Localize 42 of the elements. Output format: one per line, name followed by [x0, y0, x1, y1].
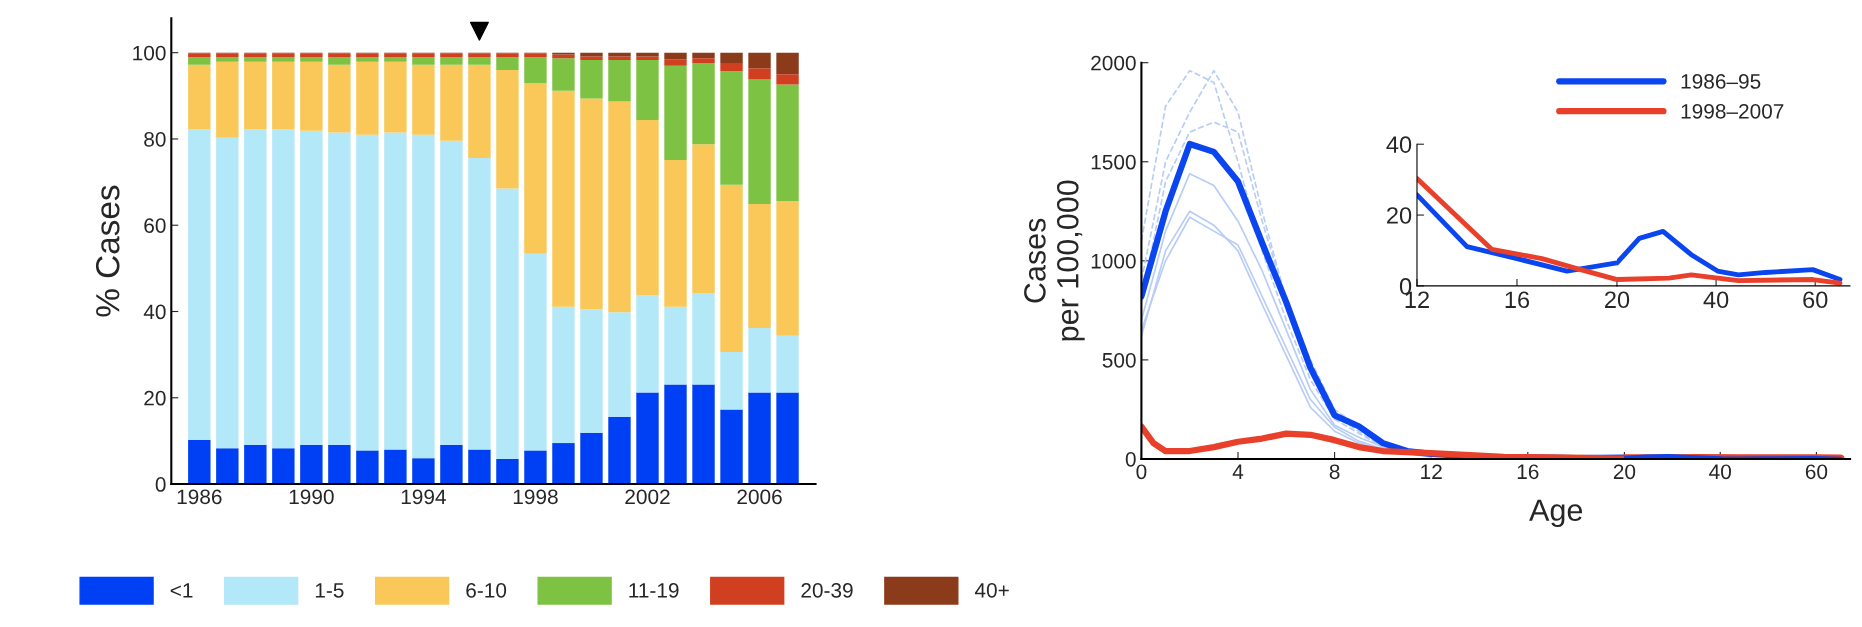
x-tick-label: 40	[1703, 291, 1729, 309]
y-tick-label: 40	[1386, 136, 1412, 153]
legend-label: <1	[170, 583, 193, 598]
text: 1986–95	[1681, 74, 1761, 89]
y-tick-label: 2000	[1091, 55, 1136, 71]
x-tick-label: 1990	[289, 489, 334, 505]
legend-label: 40+	[974, 582, 1009, 598]
y-axis-title: Cases per 100,000	[1024, 180, 1085, 341]
text: 1998–2007	[1681, 103, 1784, 119]
y-tick-label: 60	[144, 218, 166, 233]
x-tick-label: 20	[1605, 291, 1630, 309]
legend-label: 1-5	[315, 583, 344, 598]
y-tick-label: 1000	[1091, 253, 1136, 269]
y-tick-label: 0	[155, 477, 166, 492]
legend-label: 11-19	[629, 582, 679, 598]
x-tick-label: 12	[1421, 464, 1442, 479]
x-tick-label: 2002	[625, 489, 670, 505]
y-tick-label: 100	[133, 45, 166, 61]
legend-label: 20-39	[801, 582, 853, 598]
y-tick-label: 1500	[1091, 154, 1136, 170]
y-tick-label: 20	[144, 390, 166, 406]
y-tick-label: 0	[1125, 451, 1136, 467]
y-axis-title: % Cases	[95, 185, 120, 317]
x-axis-title: Age	[1529, 499, 1583, 528]
x-tick-label: 2006	[737, 489, 782, 505]
y-tick-label: 40	[143, 304, 166, 320]
x-tick-label: 4	[1232, 464, 1244, 479]
y-tick-label: 20	[1387, 207, 1412, 224]
x-tick-label: 60	[1803, 291, 1828, 309]
legend-label: 6-10	[466, 582, 507, 598]
x-tick-label: 16	[1517, 464, 1539, 480]
x-tick-label: 1986	[177, 489, 222, 505]
y-tick-label: 500	[1102, 352, 1136, 368]
x-tick-label: 8	[1329, 464, 1340, 480]
x-tick-label: 60	[1805, 464, 1828, 480]
x-tick-label: 1998	[513, 489, 558, 505]
x-tick-label: 40	[1709, 464, 1731, 480]
y-tick-label: 80	[144, 131, 166, 147]
x-tick-label: 0	[1136, 464, 1147, 480]
x-tick-label: 20	[1613, 464, 1636, 480]
x-tick-label: 1994	[401, 489, 446, 505]
x-tick-label: 16	[1505, 291, 1530, 309]
